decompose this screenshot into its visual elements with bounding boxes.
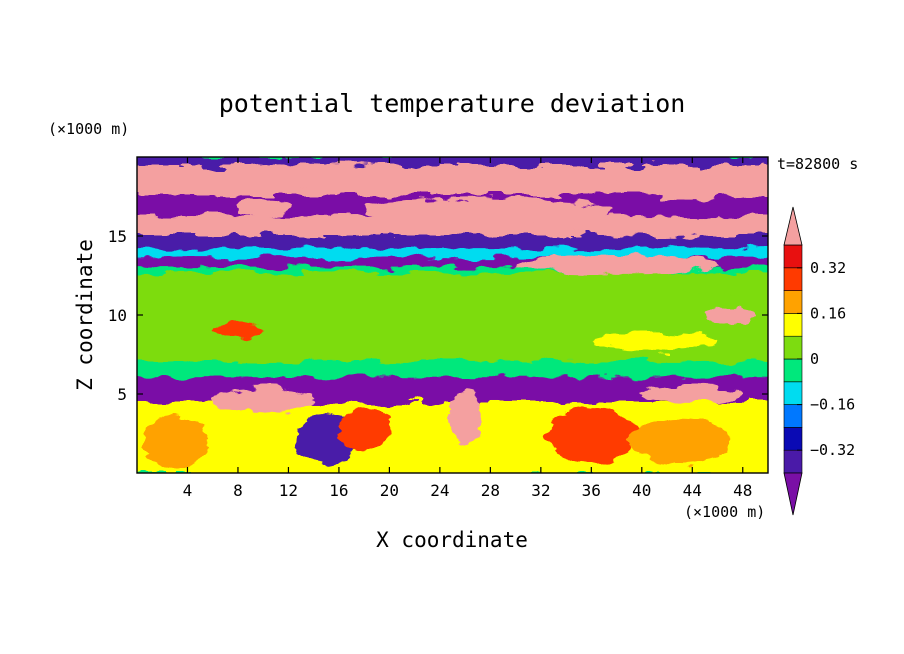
contour-region <box>477 430 554 469</box>
colorbar-extend-low <box>783 472 803 516</box>
contour-region <box>200 163 428 189</box>
x-tick-label: 32 <box>531 481 550 500</box>
contour-band <box>137 361 768 380</box>
contour-band <box>137 377 768 391</box>
x-axis-label: X coordinate <box>376 528 528 552</box>
contour-region <box>591 332 718 352</box>
colorbar-segment <box>783 404 803 428</box>
colorbar-segment <box>783 313 803 337</box>
y-axis: 5 10 15 <box>108 227 768 404</box>
contour-band <box>137 247 768 260</box>
colorbar-tick-label: −0.16 <box>810 396 855 414</box>
x-tick-label: 36 <box>582 481 601 500</box>
contour-band <box>137 266 768 275</box>
x-tick-label: 16 <box>329 481 348 500</box>
chart-title: potential temperature deviation <box>219 89 686 118</box>
colorbar-extend-high <box>783 206 803 246</box>
colorbar-segment <box>783 358 803 383</box>
colorbar-segment <box>783 427 803 451</box>
x-tick-label: 28 <box>481 481 500 500</box>
contour-region <box>237 409 314 458</box>
y-tick-label: 10 <box>108 306 127 325</box>
contour-region <box>143 412 207 470</box>
contour-region <box>547 406 636 464</box>
y-axis-label: Z coordinate <box>73 239 97 391</box>
y-tick-label: 5 <box>117 385 127 404</box>
x-tick-label: 24 <box>430 481 449 500</box>
x-axis: 4 8 12 16 20 24 28 32 36 40 44 48 <box>183 157 752 500</box>
contour-region <box>553 217 756 236</box>
x-tick-label: 8 <box>233 481 243 500</box>
colorbar-tick-label: −0.32 <box>810 441 855 459</box>
colorbar-segment <box>783 335 803 360</box>
x-tick-label: 4 <box>183 481 193 500</box>
contour-band <box>137 157 768 168</box>
contour-region <box>629 417 731 466</box>
contour-region <box>515 254 718 274</box>
x-tick-label: 44 <box>683 481 702 500</box>
contour-band <box>137 257 768 269</box>
colorbar-segment <box>783 267 803 291</box>
colorbar-tick-label: 0.32 <box>810 259 846 277</box>
contour-region <box>212 321 264 341</box>
x-tick-label: 40 <box>632 481 651 500</box>
contour-region <box>237 198 289 218</box>
contour-region <box>338 406 390 451</box>
colorbar-segment <box>783 449 803 474</box>
x-unit-label: (×1000 m) <box>684 503 765 521</box>
colorbar-tick-label: 0.16 <box>810 304 846 322</box>
y-tick-label: 15 <box>108 227 127 246</box>
contour-region <box>641 384 743 404</box>
contour-band <box>137 235 768 250</box>
contour-region <box>212 387 314 413</box>
contour-region <box>704 305 756 325</box>
colorbar-segment <box>783 381 803 405</box>
x-tick-label: 20 <box>380 481 399 500</box>
colorbar-segment <box>783 244 803 269</box>
contour-field <box>137 157 768 473</box>
x-tick-label: 12 <box>279 481 298 500</box>
contour-region <box>449 389 481 447</box>
time-label: t=82800 s <box>777 155 858 173</box>
contour-region <box>616 171 768 200</box>
colorbar: 0.32 0.16 0 −0.16 −0.32 <box>783 206 855 516</box>
contour-region <box>679 270 756 297</box>
contour-bands <box>137 157 768 473</box>
contour-region <box>364 198 617 224</box>
x-tick-label: 48 <box>733 481 752 500</box>
colorbar-segment <box>783 290 803 314</box>
colorbar-tick-label: 0 <box>810 350 819 368</box>
y-unit-label: (×1000 m) <box>48 120 129 138</box>
